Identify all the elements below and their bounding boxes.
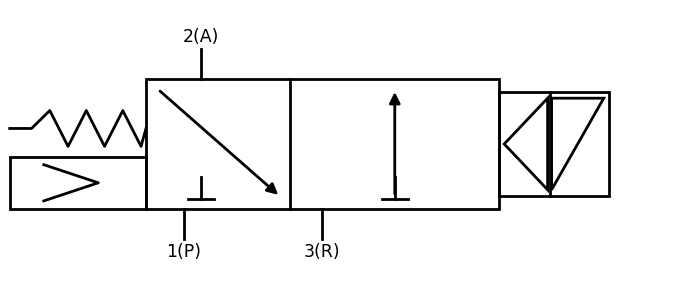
Text: 1(P): 1(P) <box>166 244 201 262</box>
Bar <box>10 157 146 209</box>
Text: 2(A): 2(A) <box>183 28 219 46</box>
Bar <box>146 79 499 209</box>
Bar <box>499 92 609 196</box>
Text: 3(R): 3(R) <box>304 244 341 262</box>
